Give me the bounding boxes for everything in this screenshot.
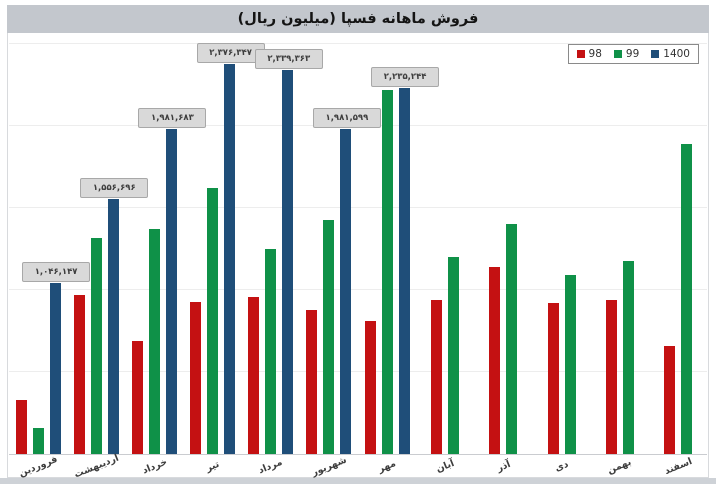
bar-98-month-9 xyxy=(489,267,501,454)
bar-99-month-10 xyxy=(564,275,576,454)
x-axis-label-month-1: فروردین xyxy=(17,453,59,480)
bar-98-month-8 xyxy=(431,300,443,454)
bar-99-month-7 xyxy=(381,90,393,454)
bar-group-month-7 xyxy=(358,33,416,454)
bar-group-month-2 xyxy=(67,33,125,454)
gridline-2500000 xyxy=(9,43,707,45)
data-label-1400-month-3: ۱,۹۸۱,۶۸۳ xyxy=(138,108,207,129)
x-axis-label-month-7: مهر xyxy=(376,458,398,475)
x-axis-label-month-11: بهمن xyxy=(606,456,634,477)
x-axis-label-month-10: دی xyxy=(553,458,570,475)
bar-1400-month-4 xyxy=(224,64,236,454)
legend-label-1400: 1400 xyxy=(663,48,690,60)
data-label-1400-month-2: ۱,۵۵۶,۶۹۶ xyxy=(80,177,149,198)
plot-area: ۱,۰۴۶,۱۴۷ ۱,۵۵۶,۶۹۶ ۱,۹۸۱,۶۸۳ ۲,۳۷۶,۳۴۷ ۲,۳۳… xyxy=(9,33,707,455)
bar-group-month-1 xyxy=(9,33,67,454)
bar-group-month-4 xyxy=(184,33,242,454)
bar-99-month-8 xyxy=(448,257,460,454)
chart-title: فروش ماهانه فسپا (میلیون ریال) xyxy=(7,5,709,33)
bar-1400-month-3 xyxy=(165,129,177,454)
data-label-1400-month-1: ۱,۰۴۶,۱۴۷ xyxy=(22,261,91,282)
data-label-1400-month-7: ۲,۲۳۵,۲۴۴ xyxy=(371,66,440,87)
data-label-1400-month-5: ۲,۳۳۹,۳۶۳ xyxy=(254,49,323,70)
x-axis-label-month-9: آذر xyxy=(495,458,512,475)
legend-label-99: 99 xyxy=(625,48,640,60)
bar-1400-month-6 xyxy=(340,129,352,454)
x-axis-label-month-8: آبان xyxy=(434,457,456,476)
bar-99-month-5 xyxy=(265,249,277,454)
legend-label-98: 98 xyxy=(588,48,602,60)
bar-99-month-6 xyxy=(323,220,335,454)
data-label-1400-month-4: ۲,۳۷۶,۳۴۷ xyxy=(196,43,265,64)
chart-area: ۱,۰۴۶,۱۴۷ ۱,۵۵۶,۶۹۶ ۱,۹۸۱,۶۸۳ ۲,۳۷۶,۳۴۷ ۲,۳۳… xyxy=(7,33,709,481)
bar-98-month-6 xyxy=(306,310,318,454)
bar-group-month-3 xyxy=(125,33,183,454)
legend-item-99: 99 xyxy=(613,48,640,60)
bar-group-month-6 xyxy=(300,33,358,454)
bar-99-month-3 xyxy=(148,229,160,454)
legend-swatch-98-icon xyxy=(576,50,585,58)
bar-group-month-10 xyxy=(533,33,591,454)
bar-1400-month-2 xyxy=(107,199,119,454)
bar-groups xyxy=(9,33,707,454)
bar-1400-month-1 xyxy=(49,283,61,454)
bar-group-month-9 xyxy=(474,33,532,454)
bar-group-month-11 xyxy=(591,33,649,454)
bar-98-month-3 xyxy=(131,341,143,454)
bar-98-month-4 xyxy=(190,302,202,454)
x-axis-label-month-5: مرداد xyxy=(257,456,285,477)
bar-98-month-5 xyxy=(248,297,260,454)
bar-98-month-2 xyxy=(73,295,85,454)
bar-99-month-9 xyxy=(506,224,518,454)
bottom-strip xyxy=(0,478,716,484)
bar-98-month-10 xyxy=(547,303,559,454)
legend: 98 99 1400 xyxy=(567,44,699,64)
bar-99-month-12 xyxy=(680,144,692,454)
x-axis-label-month-2: اردیبهشت xyxy=(72,452,121,481)
legend-item-98: 98 xyxy=(576,48,602,60)
bar-98-month-7 xyxy=(364,321,376,454)
bar-98-month-12 xyxy=(663,346,675,454)
legend-swatch-99-icon xyxy=(613,50,622,58)
bar-99-month-2 xyxy=(90,238,102,454)
bar-99-month-1 xyxy=(32,428,44,454)
bar-group-month-12 xyxy=(649,33,707,454)
gridline-1500000 xyxy=(9,207,707,209)
gridline-500000 xyxy=(9,371,707,373)
bar-group-month-5 xyxy=(242,33,300,454)
x-axis-label-month-3: خرداد xyxy=(140,456,169,477)
bar-group-month-8 xyxy=(416,33,474,454)
legend-swatch-1400-icon xyxy=(651,50,660,58)
x-axis-label-month-6: شهریور xyxy=(309,454,348,479)
x-axis-label-month-4: تیر xyxy=(204,458,221,475)
x-axis-label-month-12: اسفند xyxy=(662,456,694,477)
bar-1400-month-5 xyxy=(282,70,294,454)
bar-99-month-4 xyxy=(207,188,219,454)
bar-99-month-11 xyxy=(622,261,634,454)
bar-98-month-11 xyxy=(605,300,617,454)
gridline-1000000 xyxy=(9,289,707,291)
bar-1400-month-7 xyxy=(398,88,410,454)
legend-item-1400: 1400 xyxy=(651,48,690,60)
data-label-1400-month-6: ۱,۹۸۱,۵۹۹ xyxy=(312,108,381,129)
bar-98-month-1 xyxy=(15,400,27,454)
